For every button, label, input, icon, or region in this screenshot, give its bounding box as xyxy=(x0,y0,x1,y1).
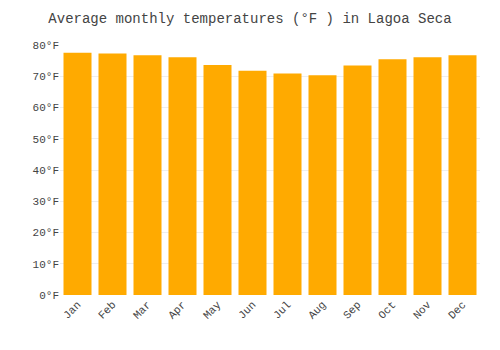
svg-text:Nov: Nov xyxy=(411,299,434,322)
svg-text:50°F: 50°F xyxy=(33,134,59,146)
svg-text:Aug: Aug xyxy=(306,299,328,321)
svg-text:Feb: Feb xyxy=(96,299,118,321)
svg-text:40°F: 40°F xyxy=(33,165,59,177)
svg-text:Dec: Dec xyxy=(446,299,468,321)
svg-text:Jan: Jan xyxy=(61,299,83,321)
svg-text:Apr: Apr xyxy=(166,299,188,321)
svg-text:Jul: Jul xyxy=(271,299,293,321)
svg-text:70°F: 70°F xyxy=(33,71,59,83)
svg-text:Jun: Jun xyxy=(236,299,258,321)
svg-text:Mar: Mar xyxy=(131,299,153,321)
svg-text:0°F: 0°F xyxy=(39,290,59,302)
svg-text:Oct: Oct xyxy=(376,299,398,321)
svg-text:60°F: 60°F xyxy=(33,102,59,114)
svg-text:Sep: Sep xyxy=(341,299,363,321)
svg-text:Average monthly temperatures (: Average monthly temperatures (°F ) in La… xyxy=(48,11,451,27)
svg-text:20°F: 20°F xyxy=(33,227,59,239)
svg-text:10°F: 10°F xyxy=(33,259,59,271)
svg-text:80°F: 80°F xyxy=(33,40,59,52)
svg-text:May: May xyxy=(201,299,224,322)
svg-text:30°F: 30°F xyxy=(33,196,59,208)
